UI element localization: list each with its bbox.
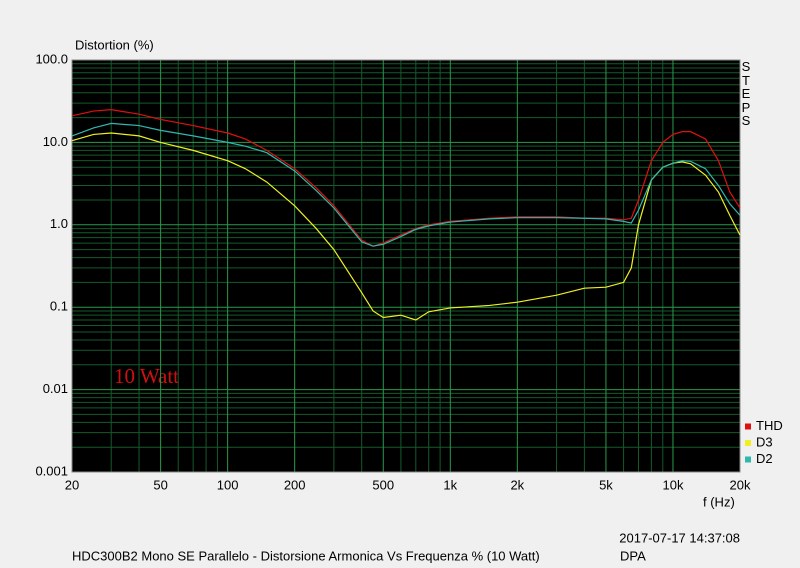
x-tick-label: 50 [153,477,167,492]
y-tick-label: 0.001 [35,463,68,478]
x-tick-label: 500 [372,477,394,492]
series-line [71,109,741,247]
source: DPA [620,548,646,563]
x-tick-label: 20k [730,477,751,492]
series-line [71,122,741,247]
x-tick-label: 100 [217,477,239,492]
x-tick-label: 1k [443,477,457,492]
y-tick-label: 10.0 [43,134,68,149]
x-tick-label: 200 [284,477,306,492]
legend-swatch [745,423,751,430]
y-tick-label: 0.1 [50,299,68,314]
legend-label: D2 [756,451,773,466]
y-tick-label: 1.0 [50,216,68,231]
x-axis-label: f (Hz) [703,494,735,509]
x-tick-label: 10k [662,477,683,492]
legend-label: D3 [756,434,773,449]
y-axis-label: Distortion (%) [75,37,154,52]
x-tick-label: 20 [65,477,79,492]
side-label: STEPS [741,59,751,128]
legend-swatch [745,440,751,446]
annotation: 10 Watt [114,364,179,388]
x-tick-label: 5k [599,477,613,492]
timestamp: 2017-07-17 14:37:08 [619,530,740,545]
legend-label: THD [756,418,783,433]
legend-swatch [745,456,751,463]
chart-title: HDC300B2 Mono SE Parallelo - Distorsione… [72,548,540,563]
x-tick-label: 2k [510,477,524,492]
y-tick-label: 0.01 [43,381,68,396]
plot-border [71,59,741,473]
y-tick-label: 100.0 [35,51,68,66]
plot-area [72,60,740,472]
